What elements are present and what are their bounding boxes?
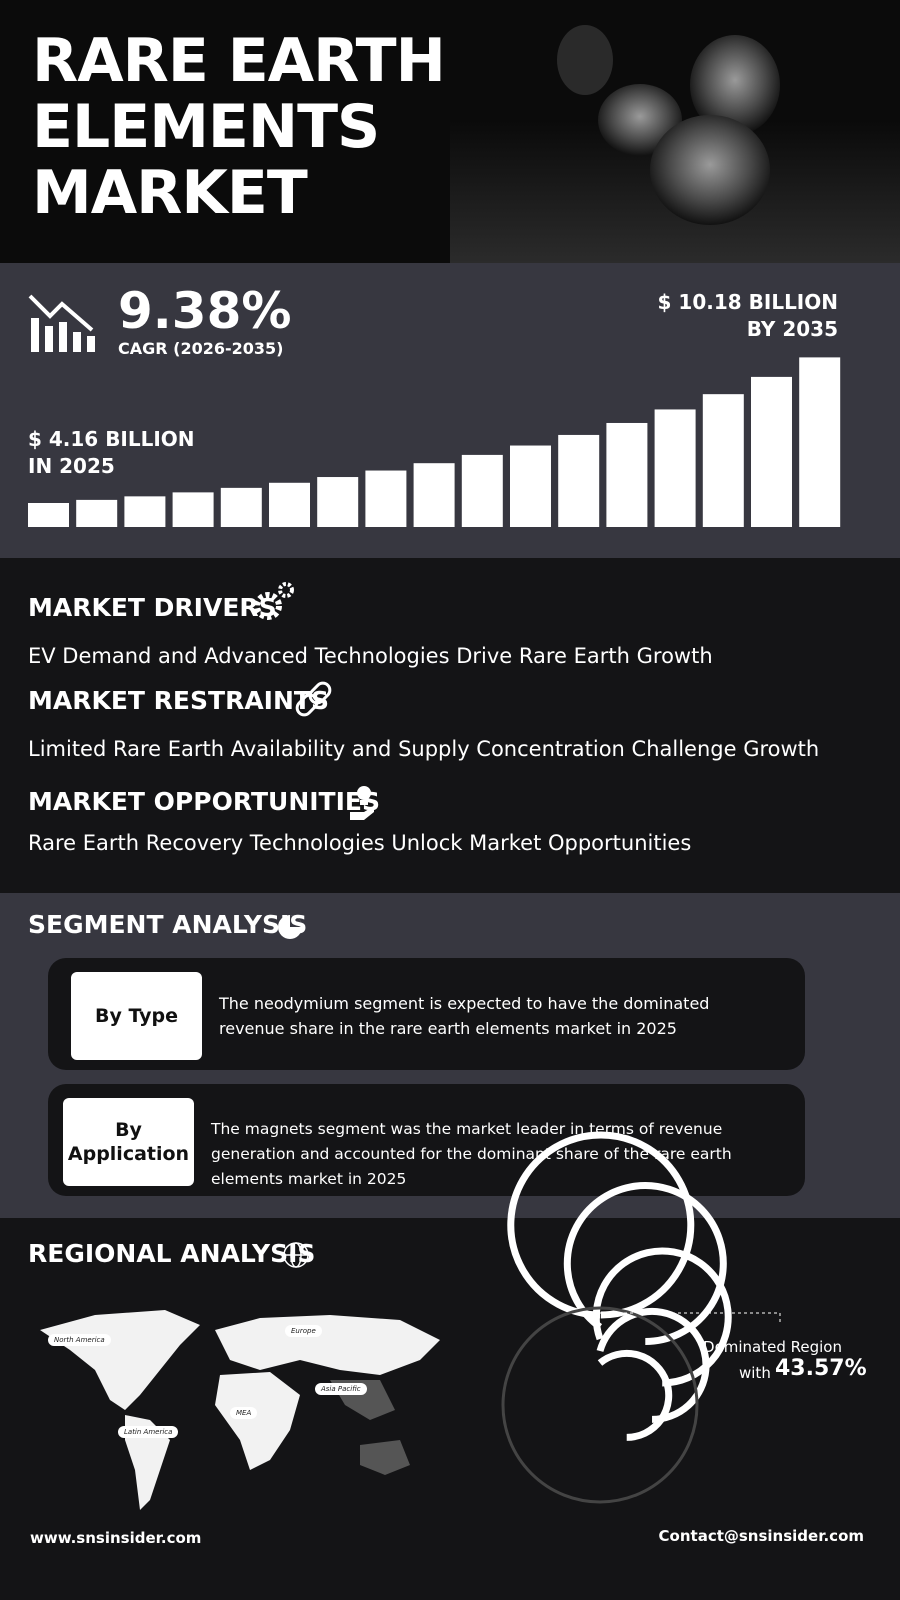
link-icon bbox=[295, 681, 332, 717]
chart-icon bbox=[28, 294, 95, 352]
dominated-share: 43.57% bbox=[775, 1356, 867, 1381]
growth-bar bbox=[751, 376, 792, 527]
growth-bar bbox=[317, 477, 359, 527]
map-label: Europe bbox=[285, 1325, 322, 1337]
map-label: Asia Pacific bbox=[315, 1383, 367, 1395]
segment-text: The magnets segment was the market leade… bbox=[211, 1120, 732, 1188]
start-value: $ 4.16 BILLION bbox=[28, 427, 195, 451]
growth-bar bbox=[606, 422, 648, 527]
ring-chart bbox=[501, 1131, 732, 1504]
growth-bar bbox=[413, 463, 455, 527]
gear-icon bbox=[254, 592, 282, 620]
growth-bar bbox=[365, 470, 407, 527]
section-heading: SEGMENT ANALYSIS bbox=[28, 910, 308, 939]
growth-bar bbox=[124, 496, 166, 527]
section-text: EV Demand and Advanced Technologies Driv… bbox=[28, 644, 713, 668]
globe-icon bbox=[283, 1242, 309, 1268]
ring bbox=[597, 1349, 673, 1441]
pie-icon bbox=[278, 915, 302, 939]
map-label: MEA bbox=[230, 1407, 258, 1419]
growth-bar bbox=[654, 409, 696, 527]
growth-bar bbox=[269, 482, 310, 527]
growth-bar bbox=[510, 445, 551, 527]
ring bbox=[506, 1131, 694, 1319]
end-year: BY 2035 bbox=[746, 317, 838, 341]
map-label: Latin America bbox=[118, 1426, 179, 1438]
ring bbox=[563, 1182, 727, 1345]
growth-bars bbox=[28, 357, 841, 527]
cagr-value: 9.38% bbox=[118, 282, 292, 340]
section-text: Rare Earth Recovery Technologies Unlock … bbox=[28, 831, 692, 855]
growth-bar bbox=[172, 492, 214, 527]
growth-bar bbox=[558, 434, 600, 527]
idea-icon bbox=[350, 786, 374, 820]
ring-outer bbox=[501, 1306, 699, 1504]
section-heading: MARKET DRIVERS bbox=[28, 593, 277, 622]
section-text: Limited Rare Earth Availability and Supp… bbox=[28, 737, 820, 761]
start-year: IN 2025 bbox=[28, 454, 115, 478]
title: RARE EARTH ELEMENTS MARKET bbox=[32, 26, 446, 228]
growth-bar bbox=[702, 394, 744, 527]
section-heading: MARKET OPPORTUNITIES bbox=[28, 787, 380, 816]
ring bbox=[596, 1307, 710, 1423]
growth-bar bbox=[220, 487, 262, 527]
segment-text: The neodymium segment is expected to hav… bbox=[219, 994, 710, 1038]
growth-bar bbox=[461, 454, 503, 527]
card bbox=[48, 1084, 805, 1196]
growth-bar bbox=[76, 499, 118, 527]
section-heading: REGIONAL ANALYSIS bbox=[28, 1239, 316, 1268]
website: www.snsinsider.com bbox=[30, 1529, 202, 1547]
card bbox=[48, 958, 805, 1070]
growth-bar bbox=[799, 357, 841, 527]
segment-label: By Application bbox=[63, 1098, 194, 1186]
contact: Contact@snsinsider.com bbox=[658, 1527, 864, 1545]
dominated-with: with bbox=[739, 1364, 771, 1382]
map-label: North America bbox=[48, 1334, 111, 1346]
dominated-label: Dominated Region bbox=[703, 1338, 842, 1356]
pointer-line bbox=[600, 1312, 781, 1322]
section-heading: MARKET RESTRAINTS bbox=[28, 686, 329, 715]
segment-label: By Type bbox=[71, 972, 202, 1060]
end-value: $ 10.18 BILLION bbox=[657, 290, 838, 314]
cagr-label: CAGR (2026-2035) bbox=[118, 339, 284, 358]
growth-bar bbox=[28, 503, 69, 527]
